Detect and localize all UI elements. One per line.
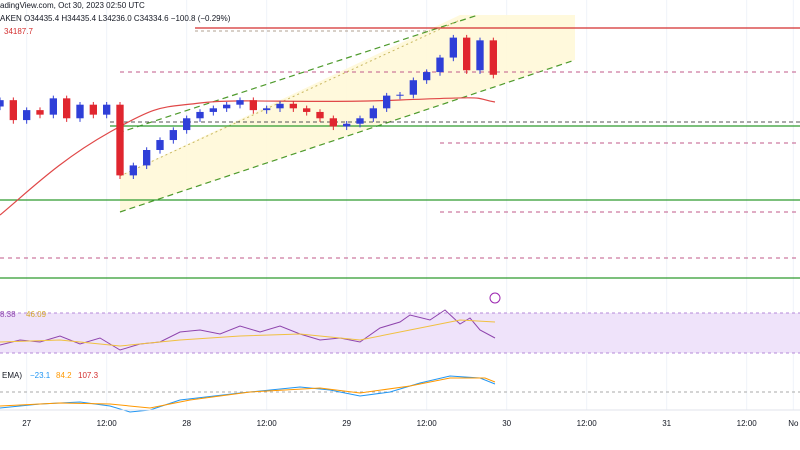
candle-body [409, 80, 417, 95]
candle-body [63, 98, 71, 119]
x-tick-label: 27 [22, 419, 31, 428]
candle-body [356, 118, 364, 124]
candle-body [156, 140, 164, 150]
macd-label: 84.2 [56, 371, 72, 380]
channel-upper [117, 14, 479, 134]
signal-line [0, 377, 496, 409]
candle-body [423, 72, 431, 81]
macd-label: −23.1 [30, 371, 51, 380]
x-tick-label: 28 [182, 419, 191, 428]
candle-body [36, 110, 44, 115]
candle-body [383, 95, 391, 109]
candle-body [289, 103, 297, 109]
channel-mid [119, 19, 461, 177]
candle-body [223, 104, 231, 109]
alert-icon [489, 292, 501, 304]
candle-body [249, 100, 257, 111]
macd-line [0, 375, 496, 413]
candle-body [463, 37, 471, 71]
x-tick-label: 12:00 [97, 419, 118, 428]
candle-body [116, 104, 124, 176]
candle-body [236, 100, 244, 105]
candle-body [436, 57, 444, 73]
macd-pane [0, 375, 800, 413]
candle-body [263, 108, 271, 111]
price-label: 34187.7 [4, 27, 33, 36]
candle-body [0, 100, 4, 107]
x-tick-label: 12:00 [257, 419, 278, 428]
candle-body [329, 118, 337, 127]
candle-body [89, 104, 97, 115]
x-tick-label: 12:00 [577, 419, 598, 428]
x-tick-label: No [788, 419, 799, 428]
macd-label: EMA) [2, 371, 22, 380]
x-tick-label: 29 [342, 419, 351, 428]
channel-fill [120, 15, 575, 212]
candle-body [449, 37, 457, 58]
candle-body [49, 98, 57, 115]
macd-label: 107.3 [78, 371, 99, 380]
candle-body [396, 94, 404, 96]
candle-body [143, 150, 151, 166]
candle-body [303, 108, 311, 112]
rsi-label: 46.09 [26, 310, 47, 319]
x-tick-label: 12:00 [737, 419, 758, 428]
header-ohlc: AKEN O34435.4 H34435.4 L34236.0 C34334.6… [0, 14, 231, 23]
candle-body [369, 108, 377, 119]
candle-body [9, 100, 17, 121]
rsi-average [0, 319, 496, 347]
candle-body [316, 111, 324, 119]
candle-body [196, 111, 204, 119]
rsi-label: 8.38 [0, 310, 16, 319]
candle-body [489, 40, 497, 75]
header-source: adingView.com, Oct 30, 2023 02:50 UTC [0, 1, 145, 10]
rsi-band [0, 313, 800, 353]
candle-body [276, 103, 284, 109]
candle-body [23, 110, 31, 121]
candle-body [169, 130, 177, 141]
candle-body [103, 104, 111, 115]
x-tick-label: 31 [662, 419, 671, 428]
candle-body [76, 104, 84, 119]
drawings [0, 14, 800, 304]
rsi-pane [0, 309, 800, 354]
candle-body [476, 40, 484, 71]
rsi-line [0, 309, 496, 351]
candle-body [343, 123, 351, 127]
x-tick-label: 30 [502, 419, 511, 428]
moving-average [0, 97, 496, 216]
candle-body [129, 165, 137, 176]
candle-body [209, 108, 217, 112]
x-tick-label: 12:00 [417, 419, 438, 428]
candle-body [183, 118, 191, 131]
